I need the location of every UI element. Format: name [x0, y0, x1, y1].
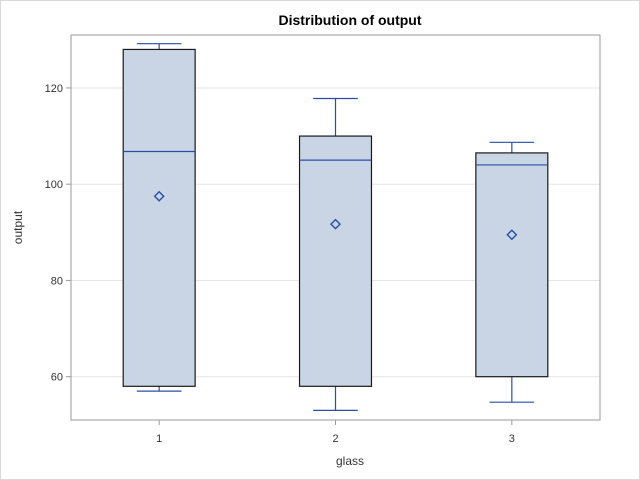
x-axis-label: glass: [336, 454, 364, 468]
box-group-3: [475, 141, 549, 403]
mean-marker: [506, 229, 518, 241]
y-tick-label: 100: [45, 179, 63, 191]
mean-marker: [153, 190, 165, 202]
box: [298, 135, 373, 387]
x-tick-label: 2: [332, 433, 338, 445]
box: [475, 152, 549, 378]
boxes: [122, 43, 549, 411]
y-axis: 60 80 100 120: [45, 83, 71, 384]
box-group-1: [122, 43, 196, 392]
mean-marker: [330, 218, 341, 230]
box: [122, 48, 196, 387]
y-tick-label: 120: [45, 83, 63, 95]
x-axis: 1 2 3: [156, 420, 515, 445]
box-group-2: [298, 97, 373, 411]
y-tick-label: 80: [51, 275, 63, 287]
x-tick-label: 1: [156, 433, 162, 445]
y-axis-label: output: [11, 210, 25, 244]
chart-title: Distribution of output: [278, 12, 421, 28]
x-tick-label: 3: [509, 433, 515, 445]
y-tick-label: 60: [51, 372, 63, 384]
